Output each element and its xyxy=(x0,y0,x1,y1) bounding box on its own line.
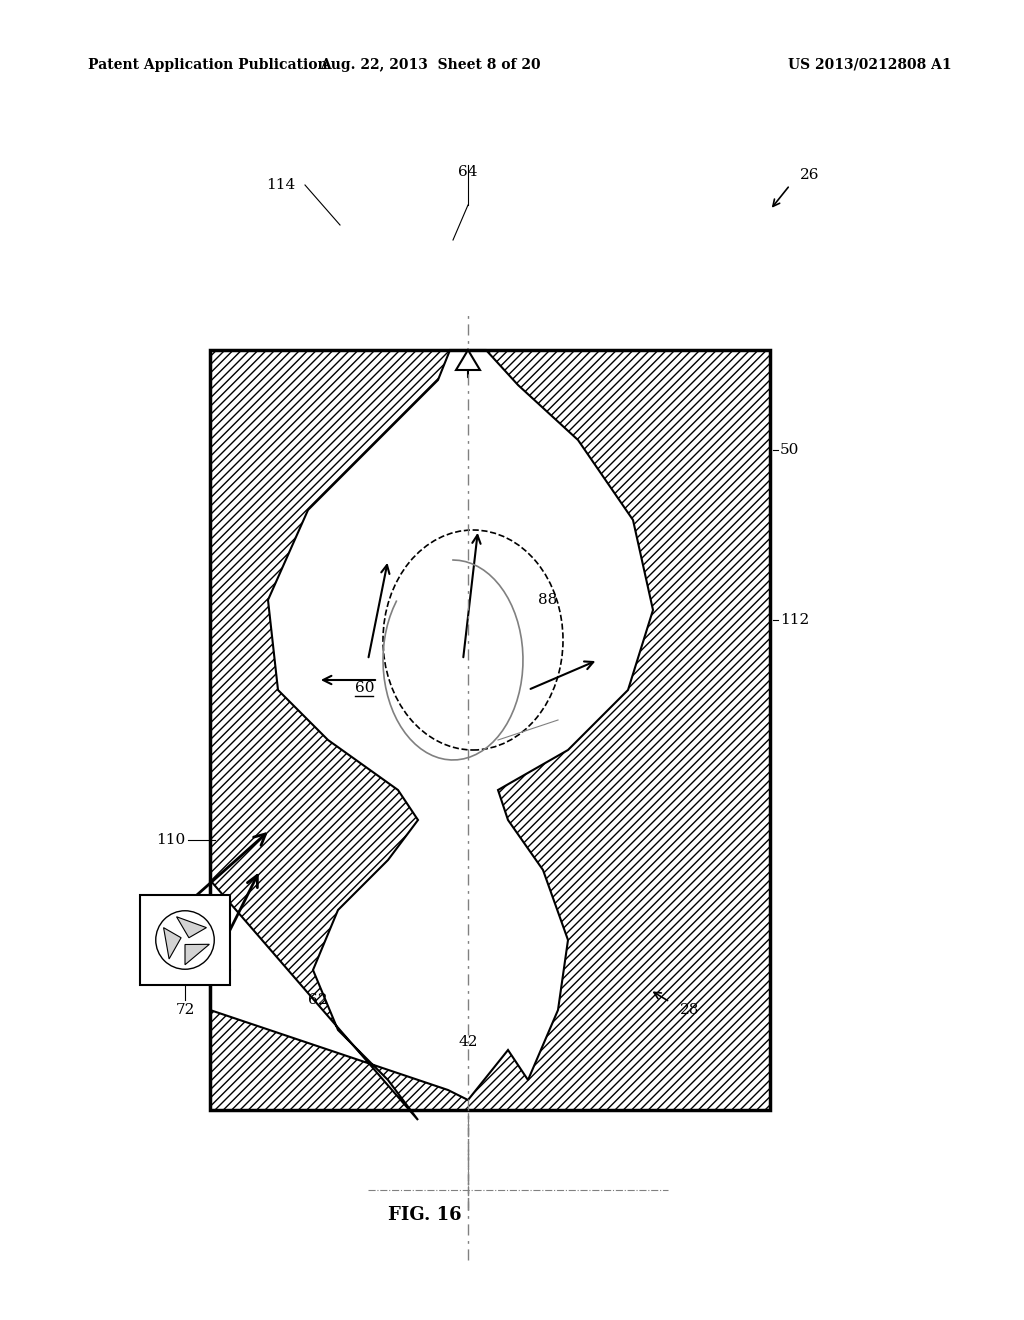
Text: 110: 110 xyxy=(156,833,185,847)
PathPatch shape xyxy=(210,350,653,1119)
Text: 64: 64 xyxy=(459,165,478,180)
Text: Aug. 22, 2013  Sheet 8 of 20: Aug. 22, 2013 Sheet 8 of 20 xyxy=(319,58,541,73)
Text: 28: 28 xyxy=(680,1003,699,1016)
Polygon shape xyxy=(185,944,209,965)
Text: 114: 114 xyxy=(266,178,295,191)
Text: 112: 112 xyxy=(780,612,809,627)
Text: 50: 50 xyxy=(780,444,800,457)
Polygon shape xyxy=(164,928,181,958)
Text: 88: 88 xyxy=(538,593,557,607)
Bar xyxy=(210,350,770,1110)
Polygon shape xyxy=(176,917,207,937)
Text: Patent Application Publication: Patent Application Publication xyxy=(88,58,328,73)
Text: 62: 62 xyxy=(308,993,328,1007)
Polygon shape xyxy=(456,350,480,370)
Bar xyxy=(140,895,230,985)
Text: FIG. 16: FIG. 16 xyxy=(388,1206,462,1224)
Text: 60: 60 xyxy=(355,681,375,696)
Text: 72: 72 xyxy=(175,1003,195,1016)
Text: 42: 42 xyxy=(459,1035,478,1049)
Text: US 2013/0212808 A1: US 2013/0212808 A1 xyxy=(788,58,952,73)
Bar xyxy=(210,350,770,1110)
Text: 26: 26 xyxy=(800,168,819,182)
